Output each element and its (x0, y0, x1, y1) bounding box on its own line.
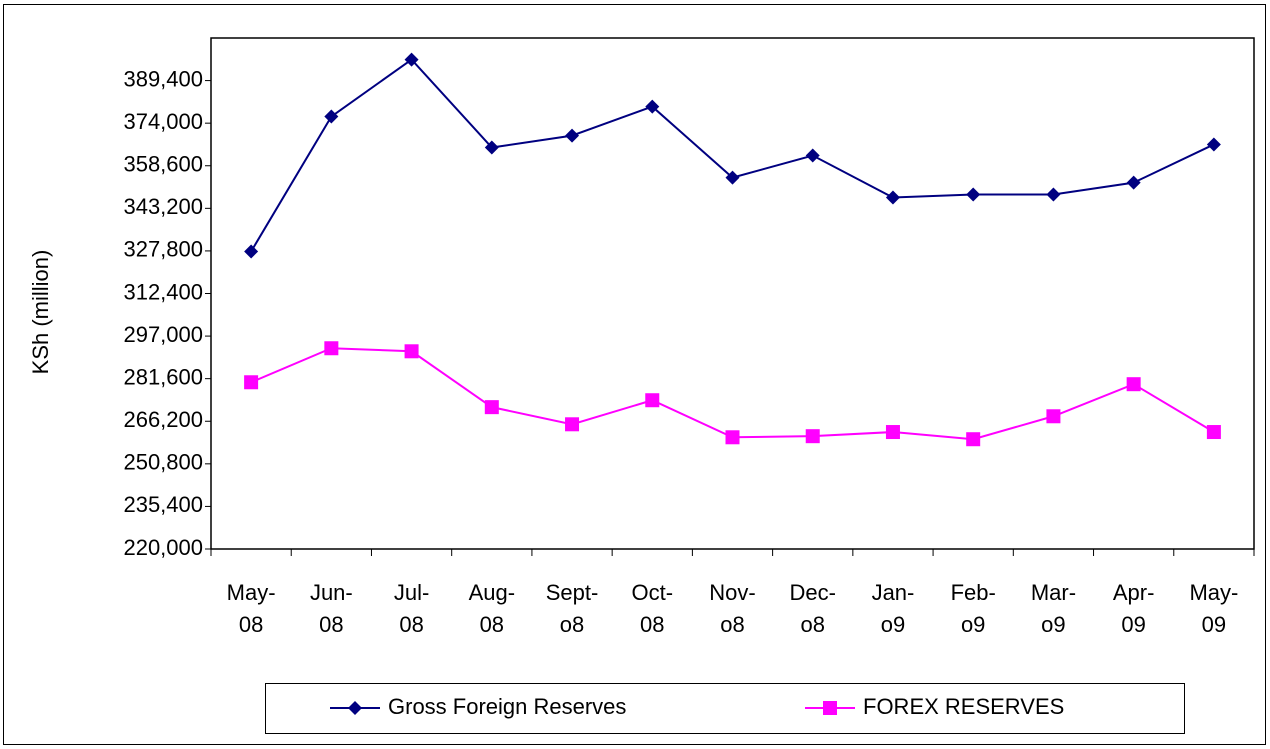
legend-label: FOREX RESERVES (863, 694, 1064, 719)
marker (1126, 175, 1141, 190)
x-tick-label-line: 08 (480, 612, 504, 637)
marker (244, 375, 259, 390)
marker (1046, 409, 1061, 424)
x-tick-label: Aug- 08 (469, 580, 515, 637)
x-tick-label: Nov-o8 (709, 580, 755, 637)
x-tick-label: May- 08 (227, 580, 276, 637)
marker (1206, 137, 1221, 152)
marker (885, 425, 900, 440)
x-tick-label-line: Apr- (1113, 580, 1155, 605)
x-tick-label: Sept-o8 (546, 580, 599, 637)
x-tick-label-line: Nov- (709, 580, 755, 605)
y-axis-title: KSh (million) (28, 250, 53, 375)
marker (805, 148, 820, 163)
y-tick-label: 343,200 (123, 194, 203, 219)
y-tick-label: 250,800 (123, 450, 203, 475)
marker (966, 187, 981, 202)
marker (885, 190, 900, 205)
marker (823, 701, 837, 715)
x-tick-label-line: Mar- (1031, 580, 1076, 605)
x-tick-label-line: o9 (961, 612, 985, 637)
x-tick-label-line: Sept- (546, 580, 599, 605)
x-tick-label-line: o8 (800, 612, 824, 637)
x-tick-label: May- 09 (1189, 580, 1238, 637)
y-tick-label: 266,200 (123, 407, 203, 432)
x-tick-label: Jun- 08 (310, 580, 353, 637)
marker (565, 128, 580, 143)
x-tick-label-line: 08 (640, 612, 664, 637)
x-tick-label-line: Dec- (790, 580, 836, 605)
y-tick-label: 374,000 (123, 109, 203, 134)
marker (1206, 425, 1221, 440)
x-tick-label-line: 08 (319, 612, 343, 637)
x-tick-label-line: 09 (1202, 612, 1226, 637)
y-tick-label: 389,400 (123, 66, 203, 91)
marker (404, 344, 419, 359)
y-tick-label: 327,800 (123, 237, 203, 262)
x-tick-label-line: May- (227, 580, 276, 605)
x-tick-label-line: Jun- (310, 580, 353, 605)
x-tick-label-line: 08 (399, 612, 423, 637)
marker (484, 140, 499, 155)
y-tick-label: 358,600 (123, 152, 203, 177)
marker (404, 52, 419, 67)
marker (805, 429, 820, 444)
marker (1126, 377, 1141, 392)
x-tick-label-line: May- (1189, 580, 1238, 605)
x-tick-label: Jul- 08 (394, 580, 429, 637)
y-tick-label: 297,000 (123, 322, 203, 347)
x-tick-label: Apr- 09 (1113, 580, 1155, 637)
x-tick-label: Mar-o9 (1031, 580, 1076, 637)
marker (966, 432, 981, 447)
x-tick-label-line: Jan- (872, 580, 915, 605)
x-tick-label-line: Feb- (951, 580, 996, 605)
x-tick-label-line: Aug- (469, 580, 515, 605)
y-tick-label: 312,400 (123, 279, 203, 304)
x-tick-label: Jan-o9 (872, 580, 915, 637)
x-tick-label-line: o8 (720, 612, 744, 637)
x-tick-label: Dec-o8 (790, 580, 836, 637)
x-tick-label-line: 09 (1121, 612, 1145, 637)
marker (348, 701, 362, 715)
x-tick-label-line: o9 (1041, 612, 1065, 637)
marker (324, 109, 339, 124)
y-tick-label: 281,600 (123, 364, 203, 389)
x-tick-label-line: o9 (881, 612, 905, 637)
marker (645, 99, 660, 114)
legend-box (265, 683, 1185, 734)
marker (645, 393, 660, 408)
marker (725, 170, 740, 185)
x-tick-label-line: Oct- (631, 580, 673, 605)
marker (484, 400, 499, 415)
marker (244, 244, 259, 259)
x-tick-label: Feb-o9 (951, 580, 996, 637)
legend-label: Gross Foreign Reserves (388, 694, 626, 719)
x-tick-label-line: o8 (560, 612, 584, 637)
y-tick-label: 235,400 (123, 492, 203, 517)
chart-frame (3, 4, 1266, 745)
marker (324, 341, 339, 356)
marker (725, 430, 740, 445)
x-tick-label-line: 08 (239, 612, 263, 637)
y-tick-label: 220,000 (123, 535, 203, 560)
x-tick-label: Oct- 08 (631, 580, 673, 637)
x-tick-label-line: Jul- (394, 580, 429, 605)
marker (1046, 187, 1061, 202)
marker (565, 417, 580, 432)
